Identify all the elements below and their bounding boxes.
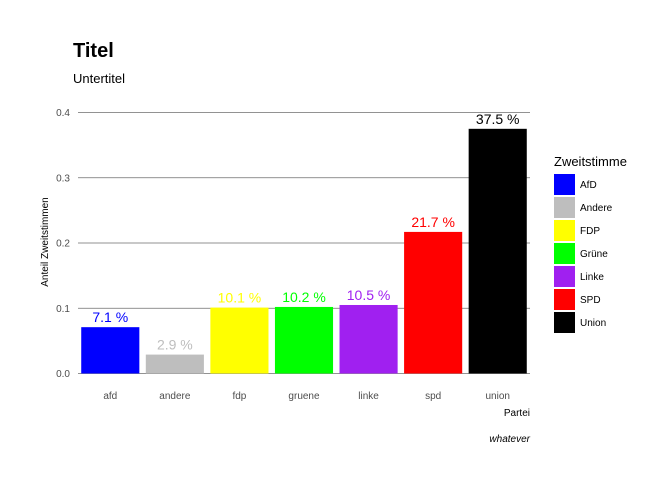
chart-title: Titel: [73, 40, 114, 62]
legend-swatch-andere: [554, 197, 575, 218]
y-tick-label: 0.0: [56, 369, 70, 380]
x-tick-label: andere: [159, 391, 191, 402]
legend-swatch-spd: [554, 289, 575, 310]
bar-spd: [404, 231, 463, 374]
x-tick-label: fdp: [232, 391, 246, 402]
legend-label: AfD: [580, 180, 597, 191]
chart-subtitle: Untertitel: [73, 71, 125, 86]
data-label-fdp: 10.1 %: [218, 290, 262, 306]
data-label-union: 37.5 %: [476, 111, 520, 127]
x-tick-label: union: [485, 391, 509, 402]
legend-label: Linke: [580, 272, 604, 283]
x-tick-labels: afd andere fdp gruene linke spd union: [103, 391, 510, 402]
bar-andere: [145, 354, 204, 374]
bar-gruene: [274, 306, 334, 374]
data-labels: 7.1 % 2.9 % 10.1 % 10.2 % 10.5 % 21.7 % 37.5 %: [92, 111, 519, 353]
y-tick-label: 0.1: [56, 304, 70, 315]
y-tick-label: 0.3: [56, 173, 70, 184]
data-label-andere: 2.9 %: [157, 337, 193, 353]
legend-title: Zweitstimme: [554, 154, 627, 169]
x-tick-label: linke: [358, 391, 379, 402]
y-tick-label: 0.4: [56, 108, 70, 119]
legend-swatch-gruene: [554, 243, 575, 264]
legend: Zweitstimme AfD Andere FDP Grüne Linke SPD Uni…: [554, 154, 627, 333]
bar-afd: [81, 327, 140, 374]
legend-label: Union: [580, 318, 606, 329]
legend-label: SPD: [580, 295, 601, 306]
chart-caption: whatever: [489, 434, 530, 445]
x-tick-label: gruene: [288, 391, 320, 402]
x-tick-label: afd: [103, 391, 117, 402]
y-tick-label: 0.2: [56, 239, 70, 250]
data-label-linke: 10.5 %: [347, 287, 391, 303]
legend-swatch-linke: [554, 266, 575, 287]
y-tick-labels: 0.0 0.1 0.2 0.3 0.4: [56, 108, 70, 380]
x-axis-label: Partei: [504, 408, 530, 419]
data-label-spd: 21.7 %: [411, 214, 455, 230]
legend-label: Andere: [580, 203, 613, 214]
legend-label: FDP: [580, 226, 600, 237]
bars: [81, 128, 527, 374]
legend-label: Grüne: [580, 249, 608, 260]
legend-swatch-afd: [554, 174, 575, 195]
bar-fdp: [210, 307, 269, 374]
data-label-gruene: 10.2 %: [282, 289, 326, 305]
x-tick-label: spd: [425, 391, 441, 402]
y-axis-label: Anteil Zweitstimmen: [40, 197, 51, 286]
bar-linke: [339, 304, 398, 374]
legend-swatch-fdp: [554, 220, 575, 241]
data-label-afd: 7.1 %: [92, 309, 128, 325]
legend-swatch-union: [554, 312, 575, 333]
bar-union: [468, 128, 527, 374]
